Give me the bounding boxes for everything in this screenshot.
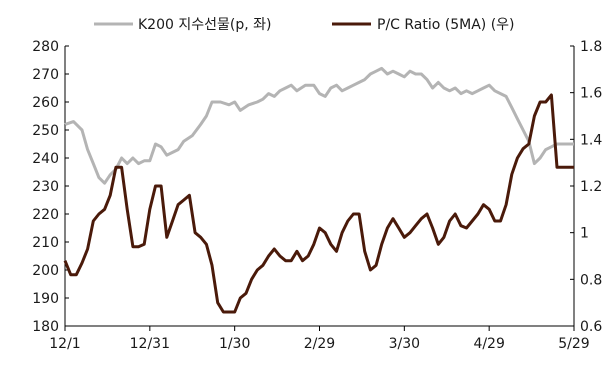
- y-right-tick-label: 1: [580, 226, 589, 242]
- y-right-tick-label: 1.4: [580, 132, 602, 148]
- x-axis: 12/1 12/31 1/30 2/29 3/30 4/29 5/29: [49, 326, 590, 352]
- series-line-k200: [64, 66, 574, 185]
- y-left-tick-label: 210: [32, 235, 59, 251]
- y-left-tick-label: 280: [32, 39, 59, 55]
- y-right-tick-label: 1.8: [580, 39, 602, 55]
- y-left-tick-label: 180: [32, 319, 59, 335]
- legend-label-k200: K200 지수선물(p, 좌): [138, 17, 271, 33]
- y-left-tick-label: 270: [32, 67, 59, 83]
- legend-label-pc-ratio: P/C Ratio (5MA) (우): [377, 17, 515, 33]
- y-left-tick-label: 200: [32, 263, 59, 279]
- y-axis-left: 180 190 200 210 220 230 240 250 260 270 280: [32, 39, 69, 335]
- y-right-tick-label: 1.6: [580, 86, 602, 102]
- y-left-tick-label: 220: [32, 207, 59, 223]
- plot-frame: [64, 46, 575, 327]
- y-right-tick-label: 0.6: [580, 319, 602, 335]
- series-line-pc-ratio: [63, 93, 574, 314]
- y-axis-right: 0.6 0.8 1 1.2 1.4 1.6 1.8: [570, 39, 602, 335]
- x-tick-label: 12/31: [130, 336, 170, 352]
- series-layer: [63, 66, 574, 314]
- y-right-tick-label: 0.8: [580, 272, 602, 288]
- y-left-tick-label: 230: [32, 179, 59, 195]
- y-left-tick-label: 190: [32, 291, 59, 307]
- y-right-tick-label: 1.2: [580, 179, 602, 195]
- y-left-tick-label: 250: [32, 123, 59, 139]
- x-tick-label: 4/29: [473, 336, 504, 352]
- x-tick-label: 12/1: [49, 336, 80, 352]
- y-left-tick-label: 240: [32, 151, 59, 167]
- y-left-tick-label: 260: [32, 95, 59, 111]
- x-tick-label: 5/29: [558, 336, 589, 352]
- legend: K200 지수선물(p, 좌) P/C Ratio (5MA) (우): [94, 17, 515, 33]
- x-tick-label: 2/29: [304, 336, 335, 352]
- x-tick-label: 1/30: [219, 336, 250, 352]
- x-tick-label: 3/30: [389, 336, 420, 352]
